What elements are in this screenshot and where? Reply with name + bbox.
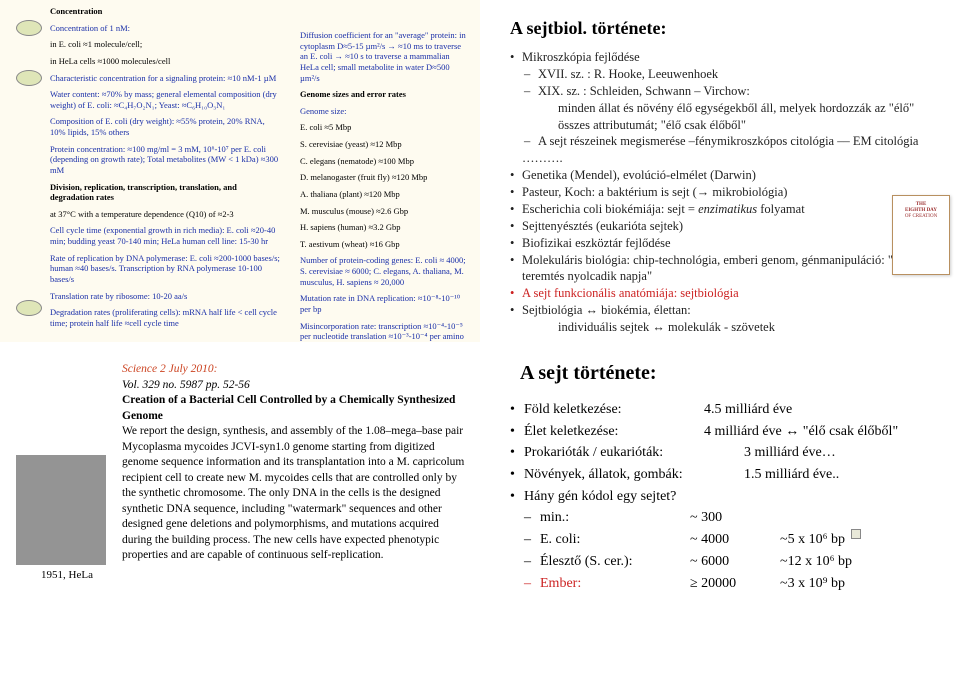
q1-line: Mutation rate in DNA replication: ≈10⁻⁸-… <box>300 293 470 314</box>
q2-item: Sejtbiológia ↔ biokémia, élettan: <box>510 302 940 319</box>
q1-title: Concentration <box>50 6 280 17</box>
q1-line: Cell cycle time (exponential growth in r… <box>50 225 280 246</box>
book-cover: THE EIGHTH DAY OF CREATION <box>892 195 950 275</box>
paper-ref: Science 2 July 2010: <box>122 362 468 378</box>
q1-line: M. musculus (mouse) ≈2.6 Gbp <box>300 206 470 217</box>
q2-item: Biofizikai eszköztár fejlődése <box>510 235 940 252</box>
q2-item: A sejt részeinek megismerése –fénymikros… <box>510 133 940 150</box>
q1-line: H. sapiens (human) ≈3.2 Gbp <box>300 222 470 233</box>
q4-row: Prokarióták / eukarióták:3 milliárd éve… <box>510 442 930 464</box>
q2-item: ………. <box>510 150 940 167</box>
q1-line: Division, replication, transcription, tr… <box>50 182 280 203</box>
q1-left-col: Concentration Concentration of 1 nM: in E… <box>50 6 280 334</box>
q4-row: Élet keletkezése:4 milliárd éve ↔ "élő c… <box>510 421 930 443</box>
paper-text: Science 2 July 2010: Vol. 329 no. 5987 p… <box>122 362 468 664</box>
q1-line: Water content: ≈70% by mass; general ele… <box>50 89 280 110</box>
paper-body: We report the design, synthesis, and ass… <box>122 424 468 564</box>
figure-concentration: Concentration Concentration of 1 nM: in E… <box>0 0 480 342</box>
q1-line: Number of protein-coding genes: E. coli … <box>300 255 470 287</box>
q1-line: S. cerevisiae (yeast) ≈12 Mbp <box>300 139 470 150</box>
q1-line: Genome size: <box>300 106 470 117</box>
q1-line: A. thaliana (plant) ≈120 Mbp <box>300 189 470 200</box>
q4-row: Hány gén kódol egy sejtet? <box>510 486 930 508</box>
q2-item: Escherichia coli biokémiája: sejt = enzi… <box>510 201 940 218</box>
q1-line: Diffusion coefficient for an "average" p… <box>300 30 470 83</box>
q4-title: A sejt története: <box>510 362 930 385</box>
q1-line: Misincorporation rate: transcription ≈10… <box>300 321 470 343</box>
q2-item: minden állat és növény élő egységekből á… <box>510 100 940 134</box>
q2-list: Mikroszkópia fejlődéseXVII. sz. : R. Hoo… <box>510 49 940 336</box>
paper-title: Creation of a Bacterial Cell Controlled … <box>122 393 468 424</box>
slide-science-paper: 1951, HeLa Science 2 July 2010: Vol. 329… <box>0 342 480 684</box>
q4-gene-row: Élesztő (S. cer.):~ 6000~12 x 10⁶ bp <box>510 551 930 573</box>
q1-line: at 37°C with a temperature dependence (Q… <box>50 209 280 220</box>
q1-line: E. coli ≈5 Mbp <box>300 122 470 133</box>
q1-line: Composition of E. coli (dry weight): ≈55… <box>50 116 280 137</box>
q1-line: C. elegans (nematode) ≈100 Mbp <box>300 156 470 167</box>
q1-line: Rate of replication by DNA polymerase: E… <box>50 253 280 285</box>
cell-oval-icon <box>16 20 42 36</box>
cell-oval-icon <box>16 70 42 86</box>
q4-list: Föld keletkezése:4.5 milliárd éveÉlet ke… <box>510 399 930 594</box>
q2-item: Molekuláris biológia: chip-technológia, … <box>510 252 940 286</box>
q1-right-col: Diffusion coefficient for an "average" p… <box>300 30 470 342</box>
q4-gene-row: min.:~ 300 <box>510 507 930 529</box>
q2-item: Pasteur, Koch: a baktérium is sejt (→ mi… <box>510 184 940 201</box>
hela-caption: 1951, HeLa <box>41 569 93 581</box>
hela-photo <box>16 455 106 565</box>
paper-vol: Vol. 329 no. 5987 pp. 52-56 <box>122 379 250 391</box>
cell-oval-icon <box>16 300 42 316</box>
q1-line: in E. coli ≈1 molecule/cell; <box>50 39 280 50</box>
q1-line: Characteristic concentration for a signa… <box>50 73 280 84</box>
q4-row: Növények, állatok, gombák:1.5 milliárd é… <box>510 464 930 486</box>
q2-item: XIX. sz. : Schleiden, Schwann – Virchow: <box>510 83 940 100</box>
q4-row: Föld keletkezése:4.5 milliárd éve <box>510 399 930 421</box>
q2-title: A sejtbiol. története: <box>510 18 940 39</box>
q2-item: A sejt funkcionális anatómiája: sejtbiol… <box>510 285 940 302</box>
q2-item: Mikroszkópia fejlődése <box>510 49 940 66</box>
q4-gene-row: Ember:≥ 20000~3 x 10⁹ bp <box>510 573 930 595</box>
q1-line: Degradation rates (proliferating cells):… <box>50 307 280 328</box>
q2-item: XVII. sz. : R. Hooke, Leeuwenhoek <box>510 66 940 83</box>
q2-item: Sejttenyésztés (eukarióta sejtek) <box>510 218 940 235</box>
q2-item: individuális sejtek ↔ molekulák - szövet… <box>510 319 940 336</box>
q1-line: T. aestivum (wheat) ≈16 Gbp <box>300 239 470 250</box>
q1-line: D. melanogaster (fruit fly) ≈120 Mbp <box>300 172 470 183</box>
slide-history-detail: A sejtbiol. története: Mikroszkópia fejl… <box>480 0 960 342</box>
q1-line: Genome sizes and error rates <box>300 89 470 100</box>
q2-item: Genetika (Mendel), evolúció-elmélet (Dar… <box>510 167 940 184</box>
hela-photo-block: 1951, HeLa <box>12 362 122 664</box>
q1-line: Translation rate by ribosome: 10-20 aa/s <box>50 291 280 302</box>
q4-gene-row: E. coli:~ 4000~5 x 10⁶ bp <box>510 529 930 551</box>
slide-history-summary: A sejt története: Föld keletkezése:4.5 m… <box>480 342 960 684</box>
q1-line: in HeLa cells ≈1000 molecules/cell <box>50 56 280 67</box>
q1-line: Concentration of 1 nM: <box>50 23 280 34</box>
marker-icon <box>851 529 861 539</box>
q1-line: Protein concentration: ≈100 mg/ml = 3 mM… <box>50 144 280 176</box>
